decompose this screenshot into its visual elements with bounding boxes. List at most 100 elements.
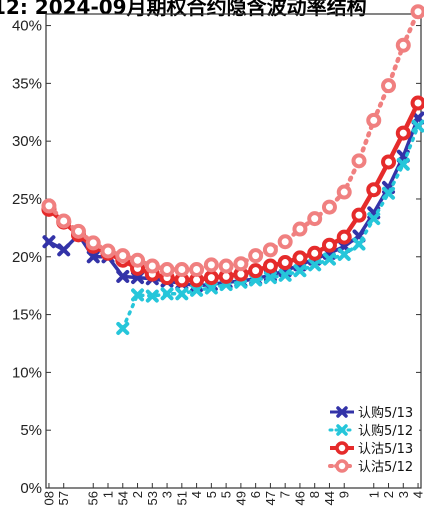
data-point	[248, 248, 264, 264]
data-point	[145, 289, 159, 303]
x-tick-label: 4	[411, 491, 424, 498]
data-point	[321, 199, 337, 215]
x-axis: 0857561542533514554964774684491234	[41, 483, 424, 505]
data-point	[100, 243, 116, 259]
legend: 认购5/13 认购5/12 认沽5/13 认沽5/12	[326, 400, 419, 481]
y-tick-label: 5%	[20, 422, 42, 439]
plot-area	[45, 13, 422, 489]
data-point	[233, 256, 249, 272]
data-point	[322, 252, 336, 266]
data-point	[190, 283, 204, 297]
data-point	[366, 182, 382, 198]
data-point	[381, 154, 397, 170]
data-point	[336, 184, 352, 200]
data-point	[395, 125, 411, 141]
x-tick-label: 1	[366, 491, 381, 498]
data-point	[293, 264, 307, 278]
data-point	[352, 237, 366, 251]
x-tick-label: 49	[233, 491, 248, 505]
data-point	[41, 198, 57, 214]
x-tick-label: 57	[56, 491, 71, 505]
y-tick-label: 35%	[12, 75, 42, 92]
x-tick-label: 3	[160, 491, 175, 498]
x-tick-label: 47	[263, 491, 278, 505]
x-tick-label: 5	[219, 491, 234, 498]
data-point	[116, 269, 130, 283]
data-point	[175, 287, 189, 301]
data-point	[292, 250, 308, 266]
legend-marker	[335, 459, 349, 473]
data-point	[410, 95, 424, 111]
data-point	[86, 250, 100, 264]
x-tick-label: 5	[204, 491, 219, 498]
data-point	[396, 157, 410, 171]
data-point	[351, 207, 367, 223]
data-point	[203, 270, 219, 286]
series-2	[116, 119, 424, 335]
data-point	[262, 242, 278, 258]
x-tick-label: 46	[292, 491, 307, 505]
data-point	[367, 212, 381, 226]
legend-label: 认沽5/12	[358, 460, 413, 475]
data-point	[410, 4, 424, 20]
legend-label: 认沽5/13	[358, 442, 413, 457]
data-point	[411, 119, 424, 133]
data-point	[263, 271, 277, 285]
data-point	[131, 288, 145, 302]
y-tick-label: 30%	[12, 133, 42, 150]
x-tick-label: 3	[396, 491, 411, 498]
data-point	[130, 252, 146, 268]
legend-item: 认购5/13	[330, 405, 413, 421]
x-tick-label: 08	[41, 491, 56, 505]
series-layer	[41, 4, 424, 335]
y-tick-label: 40%	[12, 18, 42, 35]
data-point	[160, 287, 174, 301]
data-point	[337, 247, 351, 261]
y-tick-label: 20%	[12, 249, 42, 266]
data-point	[336, 229, 352, 245]
series-4	[41, 4, 424, 277]
x-tick-label: 6	[248, 491, 263, 498]
x-tick-label: 2	[381, 491, 396, 498]
x-tick-label: 54	[115, 491, 130, 505]
data-point	[321, 237, 337, 253]
data-point	[381, 78, 397, 94]
data-point	[278, 268, 292, 282]
legend-marker	[335, 441, 349, 455]
data-point	[116, 321, 130, 335]
legend-item: 认沽5/12	[328, 459, 413, 475]
data-point	[382, 186, 396, 200]
data-point	[307, 245, 323, 261]
legend-marker	[336, 424, 348, 436]
data-point	[115, 248, 131, 264]
x-tick-label: 7	[278, 491, 293, 498]
data-point	[218, 258, 234, 274]
data-point	[277, 234, 293, 250]
legend-label: 认购5/13	[358, 405, 413, 421]
legend-item: 认沽5/13	[330, 441, 413, 457]
data-point	[174, 261, 190, 277]
y-tick-label: 10%	[12, 364, 42, 381]
legend-marker	[336, 406, 348, 418]
legend-item: 认购5/12	[328, 423, 413, 439]
y-tick-label: 0%	[20, 480, 42, 497]
data-point	[144, 258, 160, 274]
data-point	[292, 221, 308, 237]
data-point	[262, 258, 278, 274]
data-point	[189, 261, 205, 277]
chart-title: 12: 2024-09月期权合约隐含波动率结构	[0, 0, 367, 19]
data-point	[70, 223, 86, 239]
data-point	[277, 255, 293, 271]
series-2-line	[121, 124, 420, 331]
x-tick-label: 53	[145, 491, 160, 505]
x-tick-label: 9	[337, 491, 352, 498]
legend-label: 认购5/12	[358, 423, 413, 439]
data-point	[308, 258, 322, 272]
x-tick-label: 8	[307, 491, 322, 498]
data-point	[307, 211, 323, 227]
y-axis: 0% 5% 10% 15% 20% 25% 30% 35% 40%	[12, 18, 421, 497]
data-point	[85, 235, 101, 251]
data-point	[248, 263, 264, 279]
